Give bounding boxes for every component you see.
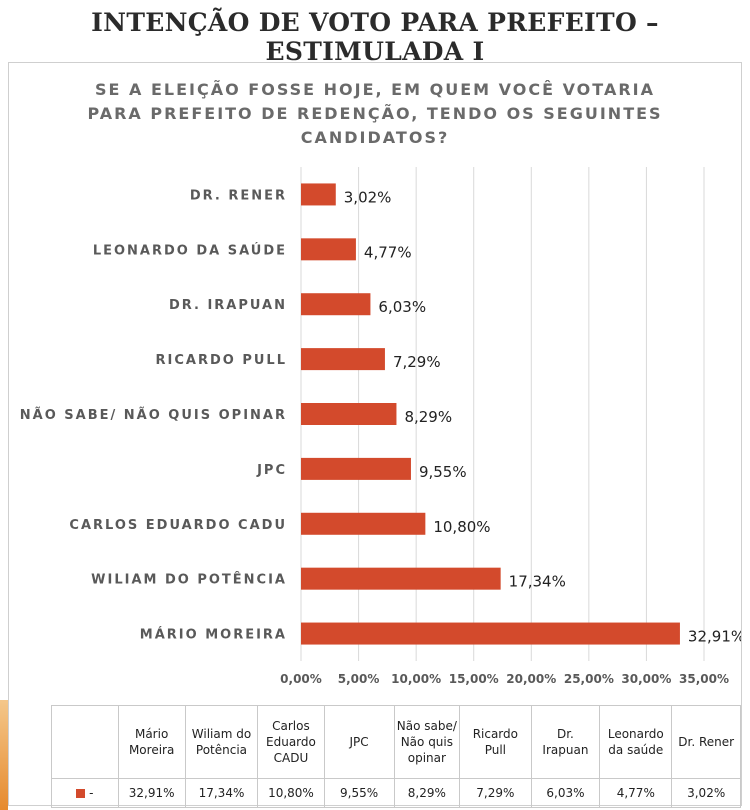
data-label: 4,77% (364, 243, 412, 261)
category-label: MÁRIO MOREIRA (140, 627, 287, 643)
data-table-header: Mário Moreira (117, 705, 186, 779)
category-label: DR. IRAPUAN (169, 298, 287, 313)
chart-title-line-3: CANDIDATOS? (300, 128, 450, 147)
data-table-cell: 7,29% (459, 778, 532, 808)
data-table-header: JPC (323, 705, 395, 779)
category-label: NÃO SABE/ NÃO QUIS OPINAR (20, 407, 287, 423)
data-label: 8,29% (404, 408, 452, 426)
data-label: 17,34% (509, 573, 566, 591)
data-table-header: Ricardo Pull (459, 705, 532, 779)
data-label: 7,29% (393, 353, 441, 371)
bar (301, 403, 397, 425)
x-tick-label: 35,00% (679, 672, 729, 686)
data-label: 32,91% (688, 628, 741, 646)
bar (301, 183, 336, 206)
chart-title: SE A ELEIÇÃO FOSSE HOJE, EM QUEM VOCÊ VO… (29, 78, 721, 150)
chart-card: SE A ELEIÇÃO FOSSE HOJE, EM QUEM VOCÊ VO… (8, 62, 742, 808)
decorative-accent-bar (0, 700, 8, 810)
data-label: 6,03% (378, 298, 426, 316)
legend-swatch-icon (76, 789, 86, 798)
bar-chart: 0,00% 5,00% 10,00% 15,00% 20,00% 25,00% 30,00%… (20, 167, 741, 686)
bar (301, 238, 356, 261)
bar (301, 293, 371, 316)
data-table-cell: 8,29% (393, 778, 461, 808)
data-table-header: Leonardo da saúde (599, 705, 673, 779)
data-label: 3,02% (344, 188, 392, 206)
data-table-cell: 4,77% (599, 778, 673, 808)
bar (301, 622, 680, 645)
data-table-cell: 3,02% (671, 778, 741, 808)
data-table-cell: 10,80% (257, 778, 325, 808)
legend-series-name: - (89, 786, 94, 800)
x-tick-label: 30,00% (621, 672, 671, 686)
data-label: 10,80% (433, 518, 490, 536)
bar (301, 457, 411, 480)
bar (301, 348, 385, 371)
x-tick-label: 20,00% (506, 672, 556, 686)
bar (301, 567, 501, 590)
data-table-header: Wiliam do Potência (184, 705, 259, 779)
category-label: WILIAM DO POTÊNCIA (91, 572, 287, 588)
data-table-header: Dr. Irapuan (530, 705, 601, 779)
x-tick-label: 25,00% (564, 672, 614, 686)
data-table-header-row: Mário Moreira Wiliam do Potência Carlos … (51, 705, 741, 779)
x-tick-label: 0,00% (280, 672, 322, 686)
chart-title-line-2: PARA PREFEITO DE REDENÇÃO, TENDO OS SEGU… (87, 104, 663, 123)
data-table-corner (51, 705, 119, 779)
chart-title-line-1: SE A ELEIÇÃO FOSSE HOJE, EM QUEM VOCÊ VO… (95, 80, 655, 99)
data-table-cell: 9,55% (323, 778, 395, 808)
category-label: JPC (256, 463, 287, 478)
data-label: 9,55% (419, 463, 467, 481)
legend-key: - (51, 778, 119, 808)
page-title: INTENÇÃO DE VOTO PARA PREFEITO – ESTIMUL… (91, 8, 659, 66)
data-table-header: Dr. Rener (671, 705, 741, 779)
category-label: CARLOS EDUARDO CADU (69, 518, 287, 533)
data-table-cell: 17,34% (184, 778, 259, 808)
x-tick-label: 15,00% (449, 672, 499, 686)
category-label: RICARDO PULL (156, 353, 287, 368)
data-table-cell: 6,03% (530, 778, 601, 808)
category-label: LEONARDO DA SAÚDE (93, 242, 287, 258)
data-table: Mário Moreira Wiliam do Potência Carlos … (51, 705, 741, 808)
data-table-values-row: - 32,91% 17,34% 10,80% 9,55% 8,29% 7,29%… (51, 778, 741, 808)
data-table-header: Não sabe/ Não quis opinar (393, 705, 461, 779)
category-label: DR. RENER (190, 188, 287, 203)
data-table-cell: 32,91% (117, 778, 186, 808)
bar (301, 512, 426, 535)
x-tick-label: 10,00% (391, 672, 441, 686)
data-table-header: Carlos Eduardo CADU (257, 705, 325, 779)
x-tick-label: 5,00% (338, 672, 380, 686)
